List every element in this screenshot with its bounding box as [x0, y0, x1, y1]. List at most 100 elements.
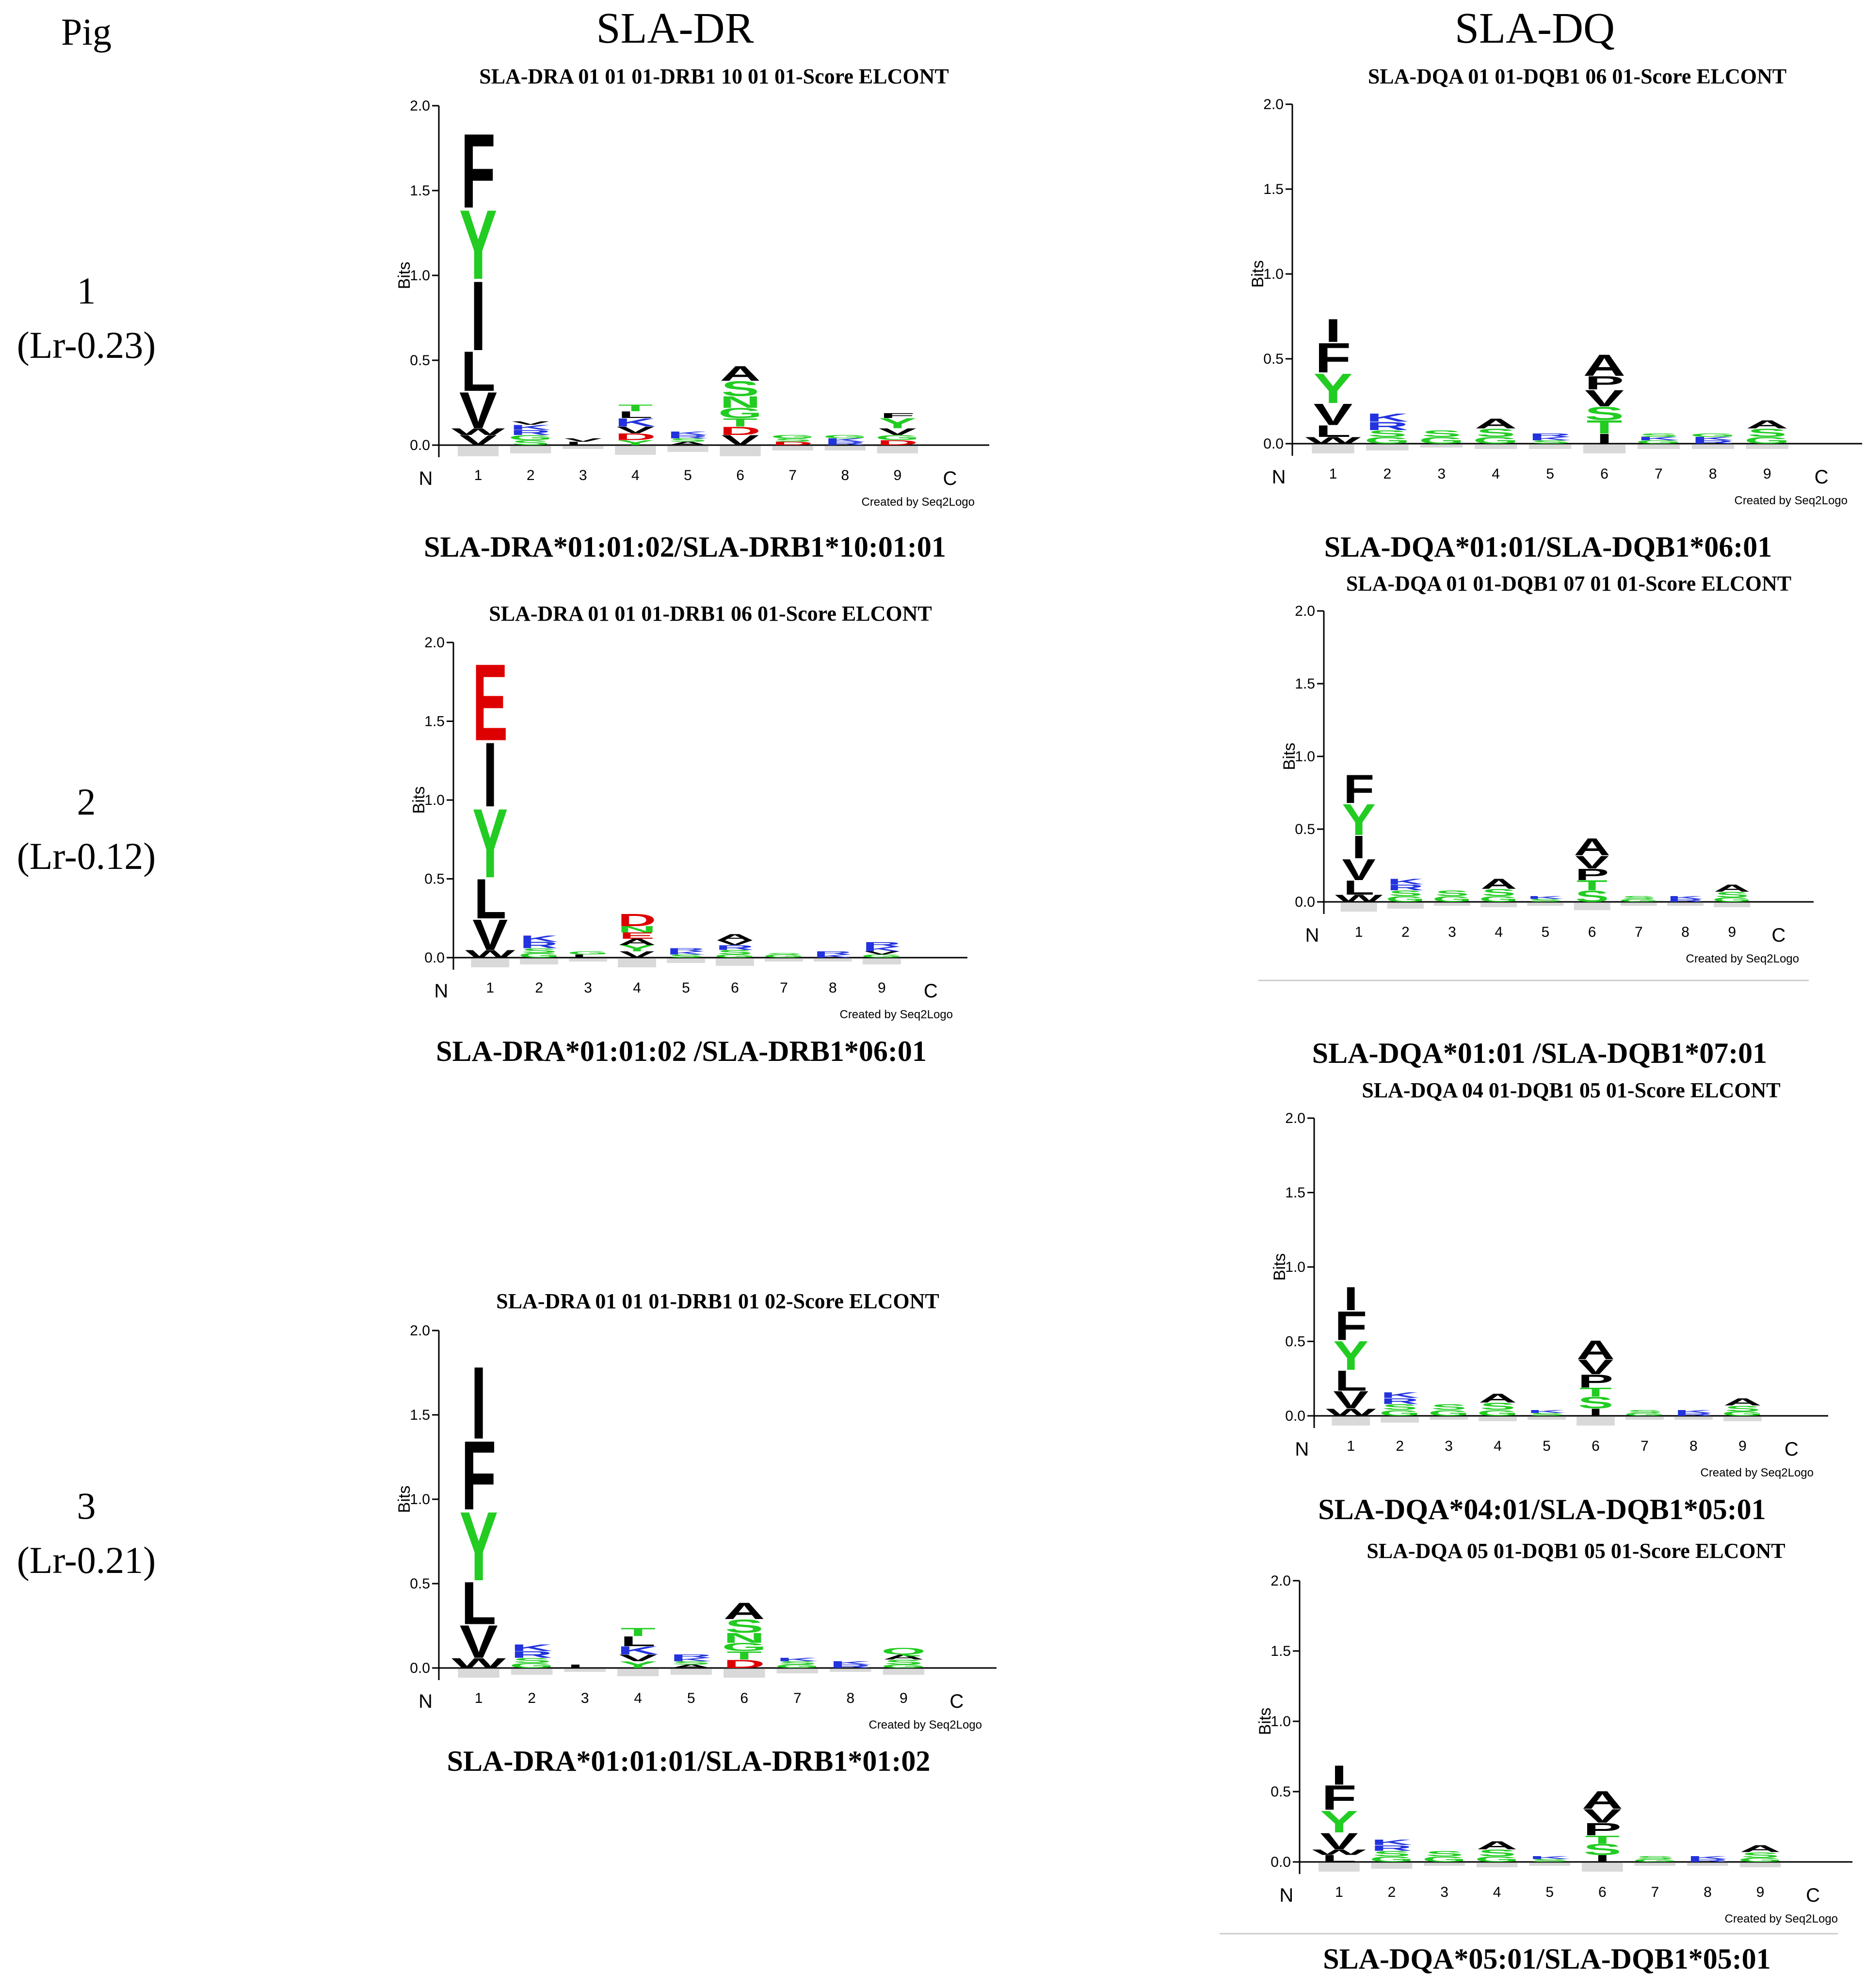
logo-letter-D: D	[720, 424, 761, 437]
logo-letter-L: L	[1335, 1364, 1367, 1397]
logo-letter-I: I	[1344, 1281, 1358, 1317]
x-tick-label: 3	[1448, 924, 1456, 940]
y-tick-label: 1.5	[424, 714, 445, 730]
logo-letter-F: F	[1343, 767, 1374, 812]
y-tick-label: 0.0	[1285, 1408, 1305, 1424]
logo-letter-S: S	[1425, 1849, 1463, 1858]
logo-letter-N: N	[720, 393, 761, 412]
x-tick-label: 1	[1355, 924, 1363, 940]
depleted-residue-band	[458, 1669, 499, 1678]
logo-letter-S: S	[766, 952, 802, 955]
depleted-residue-band	[1529, 1863, 1571, 1866]
depleted-residue-band	[1667, 903, 1704, 906]
x-tick-label: 2	[528, 1690, 536, 1706]
logo-letter-K: K	[1674, 1409, 1713, 1413]
depleted-residue-band	[615, 446, 656, 455]
logo-letter-G: G	[875, 433, 919, 441]
x-tick-label: C	[924, 980, 938, 1002]
x-tick-label: 4	[634, 1690, 642, 1706]
logo-letter-S: S	[1530, 1859, 1568, 1863]
depleted-residue-band	[510, 446, 551, 453]
depleted-residue-band	[1574, 903, 1610, 910]
logo-letter-G: G	[1432, 895, 1472, 904]
x-tick-label: 6	[731, 980, 739, 996]
logo-letter-L: L	[474, 867, 506, 930]
depleted-residue-band	[1332, 1417, 1370, 1426]
x-tick-label: 3	[1437, 466, 1446, 482]
logo-letter-K: K	[1528, 1409, 1566, 1413]
x-tick-label: 9	[1728, 924, 1736, 940]
x-tick-label: 6	[736, 467, 744, 483]
logo-letter-R: R	[716, 944, 754, 951]
logo-letter-G: G	[1428, 1409, 1469, 1418]
depleted-residue-band	[1674, 1417, 1713, 1420]
logo-letter-V: V	[1575, 852, 1609, 872]
logo-letter-K: K	[1371, 1838, 1413, 1847]
x-tick-label: N	[1272, 466, 1286, 488]
logo-letter-I: I	[1596, 431, 1613, 447]
x-tick-label: 1	[1329, 466, 1337, 482]
x-tick-label: 1	[475, 1690, 483, 1706]
depleted-residue-band	[471, 959, 510, 967]
logo-letter-A: A	[1746, 418, 1788, 431]
depleted-residue-band	[1387, 903, 1424, 909]
x-tick-label: 6	[740, 1690, 748, 1706]
logo-letter-R: R	[824, 441, 866, 446]
logo-title: SLA-DRA 01 01 01-DRB1 01 02-Score ELCONT	[496, 1289, 939, 1313]
logo-letter-R: R	[1529, 433, 1572, 438]
logo-letter-V: V	[879, 426, 917, 437]
logo-letter-W: W	[451, 426, 506, 437]
x-tick-label: 8	[846, 1690, 854, 1706]
depleted-residue-band	[564, 1669, 606, 1672]
x-tick-label: C	[1815, 466, 1829, 488]
logo-letter-R: R	[830, 1664, 871, 1669]
x-tick-label: 5	[682, 980, 690, 996]
y-tick-label: 2.0	[1295, 603, 1315, 619]
logo-letter-G: G	[518, 952, 560, 959]
logo-letter-Y: Y	[879, 416, 917, 431]
x-tick-label: 5	[1545, 1884, 1554, 1900]
y-tick-label: 1.0	[1271, 1714, 1291, 1730]
y-tick-label: 0.0	[424, 950, 445, 966]
x-tick-label: 5	[687, 1690, 695, 1706]
y-tick-label: 0.5	[1263, 351, 1284, 367]
depleted-residue-band	[1480, 903, 1517, 907]
x-tick-label: 1	[1335, 1884, 1343, 1900]
x-tick-label: 2	[1383, 466, 1391, 482]
x-tick-label: 6	[1598, 1884, 1607, 1900]
pig-3-lr: (Lr-0.21)	[17, 1539, 156, 1581]
logo-letter-P: P	[1575, 866, 1609, 883]
logo-letter-F: F	[461, 112, 496, 230]
logo-title: SLA-DQA 01 01-DQB1 06 01-Score ELCONT	[1368, 64, 1786, 88]
logo-letter-G: G	[1636, 439, 1681, 445]
logo-letter-K: K	[824, 437, 866, 443]
logo-letter-F: F	[880, 412, 915, 419]
depleted-residue-band	[617, 1669, 659, 1676]
depleted-residue-band	[520, 959, 559, 964]
logo-letter-G: G	[567, 950, 609, 955]
y-tick-label: 0.5	[410, 1576, 430, 1592]
depleted-residue-band	[1366, 445, 1409, 450]
logo-letter-K: K	[1381, 1391, 1419, 1400]
logo-dr-pig1: SLA-DRA 01 01 01-DRB1 10 01 01-Score ELC…	[395, 64, 989, 563]
logo-letter-P: P	[1578, 1371, 1613, 1392]
x-tick-label: 7	[1651, 1884, 1659, 1900]
x-tick-label: 9	[1738, 1438, 1747, 1454]
depleted-residue-band	[716, 959, 754, 966]
y-axis-label: Bits	[1249, 260, 1267, 288]
depleted-residue-band	[1312, 445, 1354, 453]
logo-letter-T: T	[620, 1625, 655, 1638]
logo-letter-K: K	[1529, 1856, 1570, 1860]
logo-letter-R: R	[1667, 898, 1704, 902]
logo-letter-G: G	[823, 434, 867, 439]
logo-letter-V: V	[1313, 398, 1352, 432]
logo-letter-S: S	[1367, 429, 1407, 439]
y-tick-label: 1.5	[1295, 676, 1315, 692]
depleted-residue-band	[1371, 1863, 1413, 1869]
logo-letter-A: A	[1583, 348, 1626, 383]
depleted-residue-band	[883, 1669, 925, 1675]
logo-letter-F: F	[1315, 334, 1351, 382]
y-tick-label: 1.0	[1295, 749, 1315, 765]
x-tick-label: 7	[793, 1690, 802, 1706]
